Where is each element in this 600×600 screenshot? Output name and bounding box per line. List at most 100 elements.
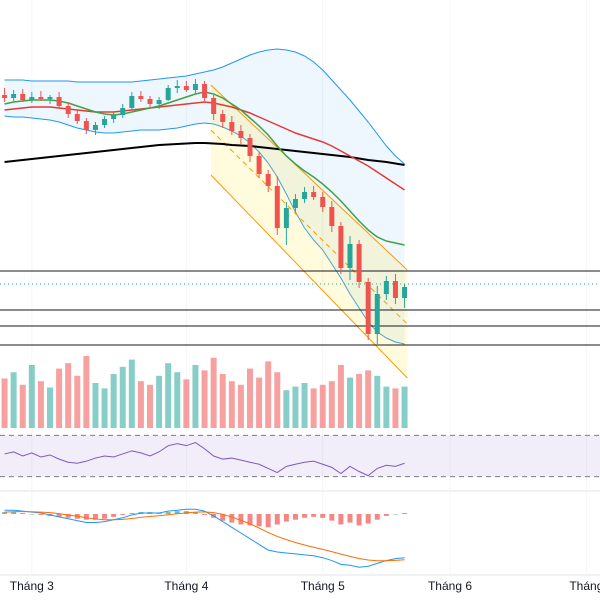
x-tick-label: Tháng 5 [301, 579, 345, 593]
volume-bar [374, 375, 381, 428]
candle-body [2, 95, 8, 98]
candle-body [338, 226, 344, 268]
macd-histogram-bar [302, 514, 308, 518]
volume-bar [19, 384, 26, 428]
moving-average [4, 101, 405, 191]
volume-bar [310, 388, 317, 428]
macd-line [4, 511, 405, 562]
volume-bar [292, 386, 299, 428]
macd-histogram-bar [192, 512, 198, 514]
candle-body [120, 108, 126, 115]
candle-body [311, 192, 317, 197]
volume-bar [56, 368, 63, 428]
macd-histogram-bar [292, 514, 298, 520]
macd-histogram-bar [92, 514, 98, 520]
macd-histogram-bar [65, 514, 71, 518]
candle-body [283, 208, 289, 228]
candle-body [11, 94, 17, 98]
volume-bar [183, 379, 190, 428]
candle-body [111, 115, 117, 119]
channel-lower [210, 174, 408, 379]
volume-bar [192, 365, 199, 428]
x-tick-label: Tháng [569, 579, 600, 593]
volume-bar [256, 377, 263, 428]
volume-bar [219, 374, 226, 428]
candle-body [374, 294, 380, 334]
volume-bar [119, 366, 126, 428]
volume-bar [147, 384, 153, 428]
candle-body [274, 186, 280, 228]
volume-bar [165, 363, 172, 428]
candle-body [247, 138, 253, 156]
volume-bar [283, 390, 290, 428]
volume-bar [128, 359, 135, 428]
volume-bar [274, 372, 281, 428]
band-lower [4, 115, 405, 345]
moving-average [4, 142, 405, 166]
candle-body [238, 131, 244, 138]
candle-body [329, 207, 335, 226]
macd-histogram-bar [374, 514, 380, 520]
candle-body [47, 97, 53, 99]
candle-body [92, 125, 98, 130]
volume-bar [101, 388, 108, 428]
macd-line [4, 508, 405, 568]
candle-body [292, 199, 298, 208]
macd-histogram-bar [56, 514, 62, 517]
volume-bar [365, 370, 372, 428]
candle-body [356, 244, 362, 282]
volume-bar [110, 374, 117, 428]
volume-bar [228, 381, 235, 428]
candle-body [20, 94, 26, 100]
macd-histogram-bar [356, 514, 362, 526]
x-tick-label: Tháng 4 [164, 579, 208, 593]
macd-histogram-bar [238, 514, 244, 525]
candle-body [392, 281, 398, 298]
macd-histogram-bar [11, 512, 17, 514]
volume-bar [1, 378, 8, 428]
macd-histogram-bar [283, 514, 289, 522]
candle-body [229, 122, 235, 131]
macd-histogram-bar [174, 511, 180, 514]
macd-histogram-bar [38, 514, 44, 515]
candle-body [183, 86, 189, 90]
volume-bar [347, 377, 353, 428]
candle-body [211, 98, 217, 114]
macd-histogram-bar [329, 514, 335, 521]
volume-bar [210, 357, 217, 428]
volume-bar [65, 363, 72, 428]
volume-bar [301, 383, 308, 428]
volume-bar [37, 381, 44, 428]
macd-histogram-bar [347, 514, 353, 523]
x-tick-label: Tháng 3 [10, 579, 54, 593]
volume-bar [92, 383, 99, 428]
candle-body [302, 192, 308, 199]
candle-body [220, 114, 226, 122]
candle-body [165, 88, 171, 100]
macd-histogram-bar [202, 514, 208, 515]
candle-body [129, 96, 135, 108]
candle-body [365, 282, 371, 334]
volume-bar [83, 356, 90, 428]
macd-histogram-bar [229, 514, 235, 523]
candle-body [192, 84, 198, 90]
macd-histogram-bar [2, 512, 8, 514]
volume-bar [319, 384, 326, 428]
volume-bar [174, 372, 181, 428]
candle-body [38, 97, 44, 99]
macd-histogram-bar [247, 514, 253, 526]
volume-bar [392, 388, 399, 428]
macd-histogram-bar [29, 514, 35, 515]
candle-body [65, 106, 71, 114]
volume-bar [356, 374, 363, 428]
volume-bar [10, 372, 17, 428]
volume-bar [28, 365, 35, 428]
candle-body [256, 156, 262, 174]
macd-histogram-bar [338, 514, 344, 525]
candle-body [138, 96, 144, 99]
macd-histogram-bar [256, 514, 262, 527]
channel-mid [210, 129, 408, 325]
macd-histogram-bar [265, 514, 271, 528]
